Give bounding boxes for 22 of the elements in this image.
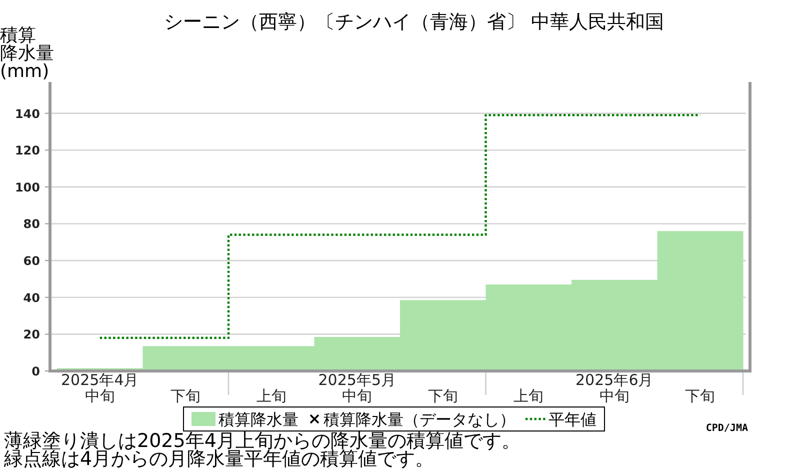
ytick: 20 [23,328,40,342]
xtick: 下旬 [684,388,716,404]
source: CPD/JMA [706,423,748,434]
xtick: 下旬 [170,388,202,404]
xtick: 2025年4月中旬 [60,373,140,404]
ytick: 80 [23,217,40,232]
xtick: 上旬 [512,388,545,404]
xtick: 2025年5月中旬 [317,373,397,404]
xtick: 下旬 [426,388,459,404]
ylabel: 積算降水量(mm) [0,27,55,81]
ytick: 100 [14,180,40,194]
ytick: 60 [23,254,40,268]
legend-label: 積算降水量 [218,410,298,429]
xtick: 2025年6月中旬 [574,373,654,404]
ytick: 0 [32,364,40,378]
ytick: 40 [23,290,40,305]
ytick: 140 [14,106,40,121]
legend-label: 積算降水量（データなし） [324,410,516,429]
legend-label: 平年値 [548,410,596,429]
title: シーニン（西寧）〔チンハイ（青海）省〕 中華人民共和国 [164,11,664,33]
xtick: 上旬 [255,388,288,404]
ytick: 120 [14,144,40,158]
